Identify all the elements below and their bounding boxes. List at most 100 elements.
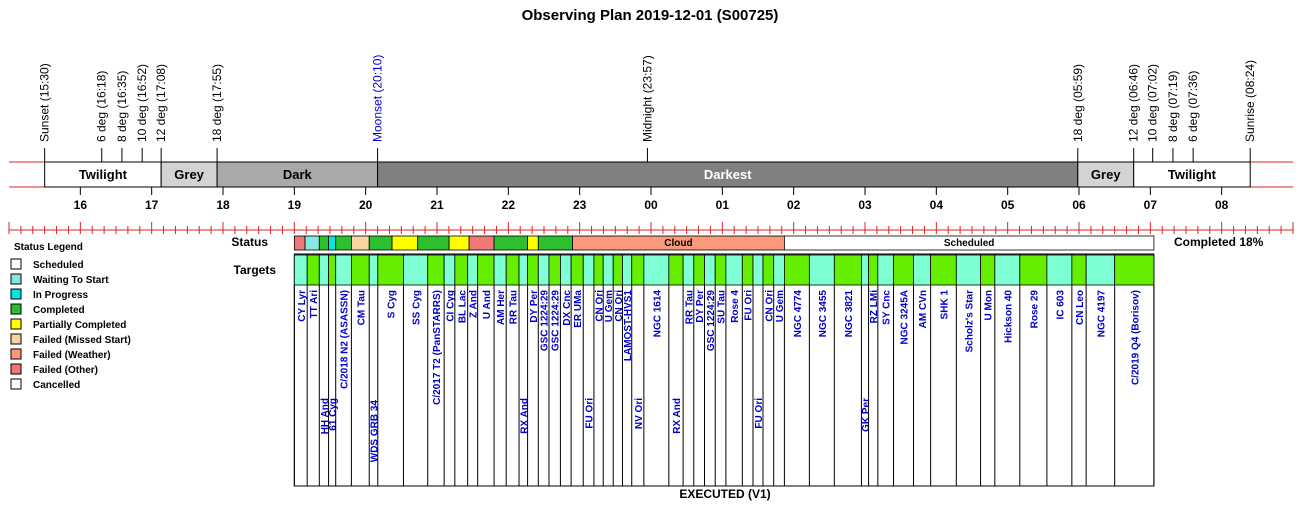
target-block: [505, 254, 520, 286]
target-label: AM Her: [496, 290, 507, 325]
target-label: WDS GRB 34: [370, 400, 381, 463]
target-label: NGC 3455: [818, 290, 829, 338]
legend-label: Failed (Other): [33, 365, 98, 376]
target-label: CN Ori: [595, 290, 606, 322]
legend-swatch: [10, 318, 22, 330]
target-label: Scholz's Star: [964, 290, 975, 353]
status-segment: [783, 235, 1155, 251]
target-block: [368, 254, 379, 286]
target-block: [773, 254, 785, 286]
legend-label: Failed (Weather): [33, 350, 111, 361]
target-block: [868, 254, 879, 286]
target-block: [980, 254, 996, 286]
target-block: [643, 254, 670, 286]
legend-label: Partially Completed: [33, 320, 126, 331]
targets-frame: [293, 253, 1155, 487]
status-segment: [448, 235, 470, 251]
hour-label: 02: [787, 198, 801, 212]
target-label: GSC 1224:29: [551, 290, 562, 352]
hour-label: 18: [216, 198, 230, 212]
target-label: NGC 4774: [793, 290, 804, 338]
target-label: NV Ori: [634, 398, 645, 429]
target-label: SHK 1: [939, 290, 950, 320]
target-label: 61 Cyg: [328, 398, 339, 431]
target-block: [350, 254, 370, 286]
target-label: DY Per: [529, 290, 540, 323]
band-label: Dark: [283, 167, 313, 182]
status-segment: [391, 235, 419, 251]
target-block: [783, 254, 810, 286]
event-label: 12 deg (17:08): [154, 64, 168, 142]
target-label: SU Tau: [717, 290, 728, 324]
target-label: DX Cnc: [562, 290, 573, 326]
hour-label: 07: [1144, 198, 1158, 212]
status-segment: [537, 235, 573, 251]
target-label: CN Ori: [764, 290, 775, 322]
target-block: [518, 254, 528, 286]
target-block: [1071, 254, 1087, 286]
hour-label: 00: [644, 198, 658, 212]
event-label: 6 deg (07:36): [1186, 71, 1200, 142]
status-segment: [493, 235, 528, 251]
band-label: Twilight: [79, 167, 128, 182]
target-block: [693, 254, 705, 286]
target-block: [752, 254, 764, 286]
target-label: SY Cnc: [882, 290, 893, 325]
sky-condition-bands: Twilight Grey Dark Darkest Grey Twilight: [9, 161, 1293, 188]
hour-label: 08: [1215, 198, 1229, 212]
target-block: [403, 254, 429, 286]
target-label: NGC 1614: [652, 290, 663, 338]
target-label: NGC 3821: [844, 290, 855, 338]
target-label: GK Per: [861, 398, 872, 432]
target-label: C/2018 N2 (ASASSN): [340, 290, 351, 389]
status-segment: [304, 235, 320, 251]
target-block: [913, 254, 932, 286]
status-row-label: Status: [231, 235, 268, 249]
target-label: CI Cyg: [445, 290, 456, 322]
target-block: [833, 254, 862, 286]
hour-label: 06: [1072, 198, 1086, 212]
target-label: U And: [482, 290, 493, 319]
band-label: Darkest: [704, 167, 752, 182]
target-label: S Cyg: [387, 290, 398, 318]
target-label: SS Cyg: [412, 290, 423, 325]
target-block: [293, 254, 308, 286]
target-label: CN Leo: [1075, 290, 1086, 325]
hour-label: 21: [430, 198, 444, 212]
status-segment-label: Scheduled: [944, 238, 995, 249]
band-grey: [160, 161, 218, 188]
target-label: GSC 1224:29: [540, 290, 551, 352]
target-block: [631, 254, 645, 286]
event-label: 10 deg (16:52): [135, 64, 149, 142]
legend-swatch: [10, 258, 22, 270]
event-label: 8 deg (16:35): [115, 71, 129, 142]
target-label: RR Tau: [684, 290, 695, 324]
target-block: [443, 254, 456, 286]
target-block: [955, 254, 981, 286]
target-label: CN Ori: [614, 290, 625, 322]
hour-label: 20: [359, 198, 373, 212]
hour-label: 19: [288, 198, 302, 212]
hour-label: 17: [145, 198, 159, 212]
legend-label: Scheduled: [33, 260, 84, 271]
target-label: IC 603: [1055, 290, 1066, 320]
target-block: [877, 254, 894, 286]
target-block: [741, 254, 754, 286]
target-label: U Gem: [604, 290, 615, 322]
legend-swatch: [10, 273, 22, 285]
band-twilight: [44, 161, 162, 188]
hour-label: 03: [858, 198, 872, 212]
target-block: [808, 254, 835, 286]
completed-percentage: Completed 18%: [1174, 235, 1264, 249]
target-label: Z And: [469, 290, 480, 318]
target-label: C/2019 Q4 (Borisov): [1130, 290, 1141, 385]
target-label: DY Per: [695, 290, 706, 323]
event-label: Midnight (23:57): [640, 55, 654, 142]
band-label: Twilight: [1168, 167, 1217, 182]
legend-label: In Progress: [33, 290, 88, 301]
target-label: FU Ori: [754, 398, 765, 429]
target-block: [560, 254, 572, 286]
hour-axis: 16 17 18 19 20 21 22 23 00 01 02 03 04 05 06 07 08: [8, 187, 1294, 234]
hour-label: 05: [1001, 198, 1015, 212]
